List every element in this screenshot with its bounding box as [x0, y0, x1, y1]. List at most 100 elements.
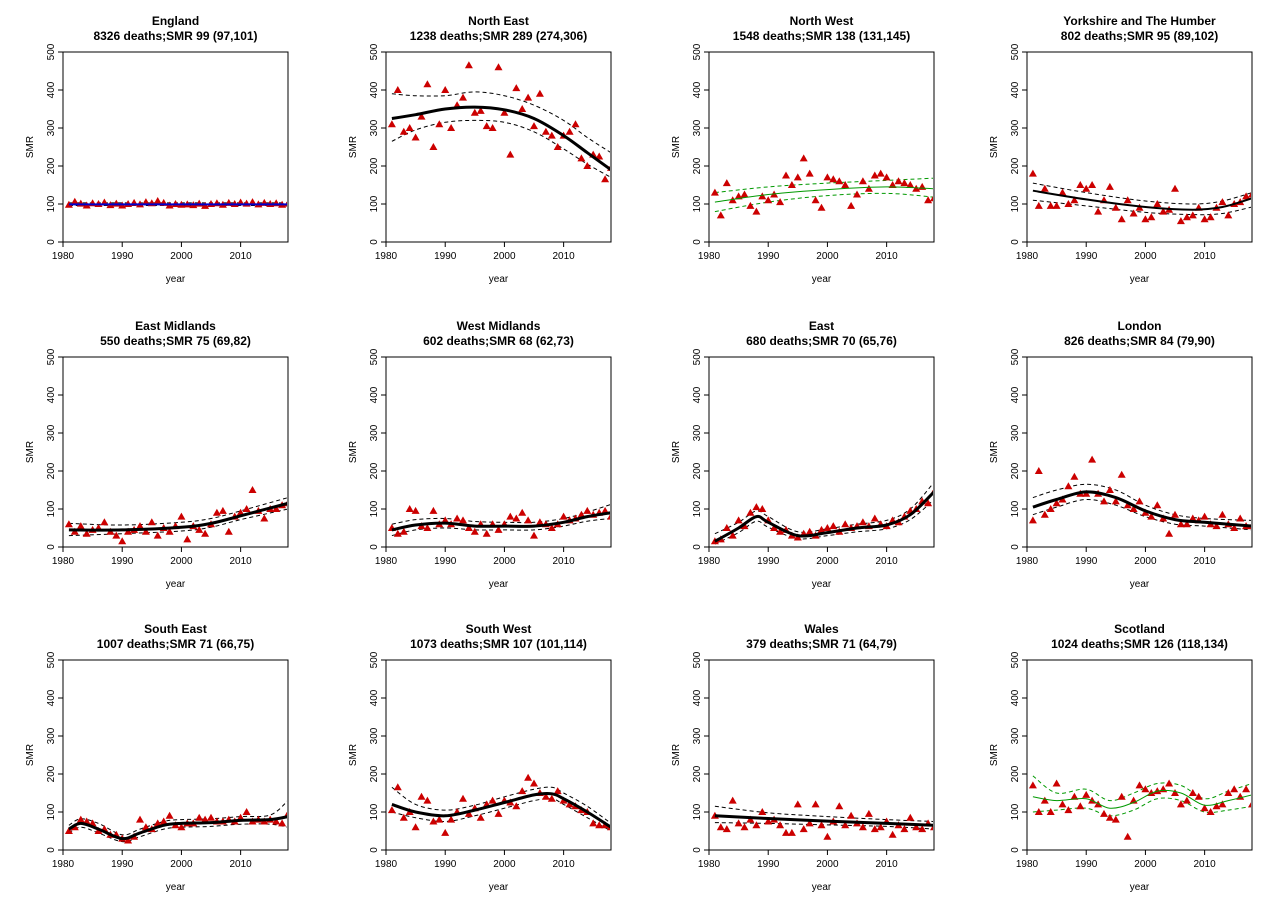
- data-point: [728, 531, 737, 539]
- data-point: [1070, 472, 1079, 480]
- ci-upper-line: [1032, 775, 1251, 802]
- data-point: [716, 211, 725, 219]
- data-point: [435, 120, 444, 128]
- data-point: [882, 173, 891, 181]
- data-point: [399, 527, 408, 535]
- y-tick-label: 300: [369, 727, 380, 744]
- panel-title: Wales: [804, 622, 839, 636]
- y-axis-label: SMR: [989, 441, 1000, 463]
- trend-line: [391, 511, 610, 532]
- y-axis-label: SMR: [989, 744, 1000, 766]
- panel-subtitle: 1007 deaths;SMR 71 (66,75): [97, 637, 254, 651]
- data-point: [1040, 510, 1049, 518]
- data-point: [1034, 808, 1043, 815]
- y-tick-label: 100: [1010, 803, 1021, 820]
- data-point: [906, 181, 915, 188]
- data-point: [858, 823, 867, 831]
- data-point: [224, 527, 233, 535]
- y-tick-label: 300: [369, 119, 380, 136]
- data-point: [1076, 802, 1085, 810]
- data-point: [547, 524, 556, 531]
- data-point: [1188, 789, 1197, 796]
- data-point: [1094, 207, 1103, 215]
- ci-upper-line: [714, 805, 933, 822]
- data-point: [728, 796, 737, 804]
- panel-title: South West: [466, 622, 532, 636]
- y-tick-label: 0: [369, 847, 380, 853]
- panel-title: Yorkshire and The Humber: [1063, 14, 1216, 28]
- y-tick-label: 200: [1010, 462, 1021, 479]
- data-point: [494, 63, 503, 71]
- y-tick-label: 100: [369, 195, 380, 212]
- data-point: [900, 825, 909, 833]
- data-point: [1117, 470, 1126, 478]
- data-point: [1218, 198, 1227, 206]
- panel-subtitle: 602 deaths;SMR 68 (62,73): [423, 334, 574, 348]
- data-point: [405, 124, 414, 131]
- data-point: [1188, 211, 1197, 219]
- data-point: [482, 122, 491, 130]
- data-point: [506, 512, 515, 520]
- data-point: [716, 823, 725, 831]
- x-tick-label: 1980: [52, 859, 75, 870]
- y-tick-label: 0: [692, 544, 703, 550]
- data-point: [541, 792, 550, 800]
- x-axis-label: year: [166, 579, 186, 590]
- data-point: [411, 823, 420, 831]
- x-tick-label: 2000: [1134, 251, 1157, 262]
- data-point: [212, 508, 221, 516]
- y-axis-label: SMR: [671, 136, 682, 158]
- panel-title: England: [152, 14, 199, 28]
- y-tick-label: 200: [692, 157, 703, 174]
- data-point: [1171, 510, 1179, 518]
- data-point: [429, 817, 438, 825]
- data-point: [870, 825, 879, 833]
- y-tick-label: 100: [692, 500, 703, 517]
- data-point: [1046, 808, 1055, 815]
- data-point: [583, 162, 592, 169]
- data-point: [524, 773, 533, 781]
- data-point: [153, 819, 162, 827]
- data-point: [1076, 181, 1085, 188]
- data-point: [195, 813, 204, 821]
- data-point: [141, 527, 150, 535]
- trend-line: [1032, 490, 1251, 528]
- data-point: [524, 93, 533, 101]
- data-point: [393, 529, 402, 537]
- data-point: [1052, 499, 1061, 507]
- data-point: [1206, 213, 1215, 221]
- data-point: [488, 796, 497, 804]
- x-axis-label: year: [489, 579, 509, 590]
- data-point: [518, 105, 527, 112]
- y-tick-label: 200: [46, 157, 57, 174]
- data-point: [423, 80, 432, 88]
- data-point: [553, 787, 562, 795]
- plot-frame: [62, 51, 289, 243]
- data-point: [447, 124, 456, 131]
- data-point: [1176, 520, 1185, 528]
- data-point: [787, 181, 796, 188]
- data-point: [1236, 514, 1245, 522]
- data-point: [918, 182, 927, 190]
- data-point: [817, 821, 826, 829]
- x-tick-label: 2010: [876, 556, 899, 567]
- x-tick-label: 1990: [757, 251, 780, 262]
- data-point: [1230, 524, 1239, 531]
- data-point: [124, 527, 133, 535]
- data-point: [512, 84, 521, 92]
- ci-lower-line: [391, 518, 610, 537]
- data-point: [441, 828, 450, 836]
- plot-frame: [62, 659, 289, 851]
- data-point: [1046, 505, 1055, 512]
- panel-title: East: [809, 319, 834, 333]
- data-point: [82, 529, 91, 537]
- y-tick-label: 400: [692, 386, 703, 403]
- data-point: [1111, 203, 1120, 211]
- y-tick-label: 100: [369, 803, 380, 820]
- data-point: [847, 811, 856, 819]
- data-point: [1111, 497, 1120, 505]
- data-point: [147, 518, 156, 526]
- trend-line: [391, 105, 610, 171]
